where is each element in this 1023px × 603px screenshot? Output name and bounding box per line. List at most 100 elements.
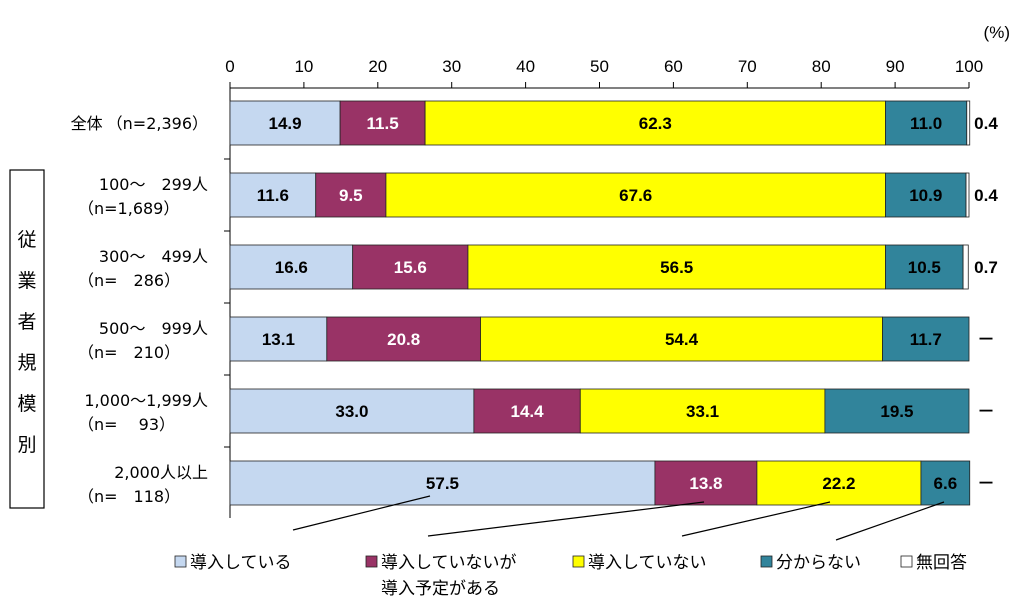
group-label-char: 者 [17, 311, 36, 333]
data-label: 14.4 [511, 402, 545, 421]
group-label-box [9, 169, 45, 509]
x-tick-label: 100 [955, 57, 983, 76]
bar-segment [352, 244, 469, 290]
x-tick-label: 80 [812, 57, 831, 76]
legend-swatch [760, 555, 773, 568]
x-tick-label: 20 [368, 57, 387, 76]
bar-segment [229, 316, 328, 362]
category-label-n: （n=1,689） [78, 199, 179, 218]
category-label-main: 2,000人以上 [114, 463, 208, 482]
bar-segment [229, 100, 341, 146]
legend-swatch [365, 555, 378, 568]
bar-segment [966, 100, 971, 146]
legend-swatch [174, 555, 187, 568]
bar-segment [229, 388, 475, 434]
group-label-char: 従 [17, 229, 36, 251]
group-label-text: 従業者規模別 [17, 229, 36, 456]
x-tick-label: 90 [886, 57, 905, 76]
legend-label: 導入している [190, 553, 292, 573]
x-axis: 0 10 20 30 40 50 60 70 80 90 100 [224, 57, 983, 518]
bar-segment [654, 460, 758, 506]
x-tick-label: 60 [664, 57, 683, 76]
data-label: 20.8 [387, 330, 420, 349]
bar-segment [965, 172, 970, 218]
bar-segment [579, 388, 826, 434]
bar-segment [467, 244, 886, 290]
data-label: 11.7 [910, 330, 942, 349]
bar-segment [824, 388, 970, 434]
bars: 14.9 11.5 62.3 11.0 0.4 11.6 9.5 67.6 10.9 0.4 16.… [229, 100, 998, 506]
bar-segment [229, 244, 354, 290]
data-label: － [978, 402, 995, 421]
category-label-main: 1,000～1,999人 [84, 391, 208, 410]
data-label: 67.6 [619, 186, 652, 205]
bar-segment [885, 100, 968, 146]
legend-leader-line [427, 501, 705, 537]
data-label: 0.4 [974, 114, 998, 133]
legend-label: 分からない [776, 553, 861, 573]
category-label-main: 500～ 999人 [99, 319, 208, 338]
bar-segment [229, 172, 317, 218]
bar-segment [339, 100, 426, 146]
legend-label: 導入していない [588, 553, 707, 573]
data-label: 15.6 [394, 258, 427, 277]
data-label: 9.5 [339, 186, 363, 205]
data-label: 54.4 [665, 330, 699, 349]
data-label: 13.1 [262, 330, 295, 349]
data-label: 57.5 [426, 474, 459, 493]
legend-leader-line [292, 495, 431, 531]
data-label: 11.6 [257, 186, 289, 205]
legend-swatch [900, 555, 913, 568]
data-label: 13.8 [689, 474, 722, 493]
bar-segment [229, 460, 656, 506]
group-label-char: 業 [17, 270, 36, 292]
x-tick-label: 0 [225, 57, 234, 76]
bar-segment [885, 244, 964, 290]
x-tick-label: 70 [738, 57, 757, 76]
bar-segment [882, 316, 970, 362]
data-label: 14.9 [269, 114, 302, 133]
bar-segment [385, 172, 886, 218]
data-label: 11.0 [910, 114, 942, 133]
category-label-n: （n= 93） [78, 415, 175, 434]
group-label-char: 別 [17, 434, 36, 456]
legend-leader-line [835, 501, 945, 541]
group-label-char: 模 [17, 393, 36, 415]
x-tick-label: 40 [516, 57, 535, 76]
bar-segment [962, 244, 969, 290]
legend-label: 無回答 [916, 553, 967, 573]
data-label: 33.0 [335, 402, 368, 421]
group-label-char: 規 [17, 352, 36, 374]
category-label-main: 300～ 499人 [99, 247, 208, 266]
data-label: 6.6 [934, 474, 958, 493]
category-label-main: 全体 [71, 114, 103, 133]
category-label-n: （n= 286） [78, 271, 180, 290]
data-label: 56.5 [660, 258, 693, 277]
data-label: 62.3 [639, 114, 672, 133]
category-label-n: （n= 118） [78, 487, 180, 506]
category-labels: 全体 （n=2,396） 100～ 299人 （n=1,689） 300～ 499人 （n… [71, 114, 208, 506]
data-label: 10.9 [909, 186, 942, 205]
category-label-n: （n= 210） [78, 343, 180, 362]
legend-leader-line [681, 501, 831, 537]
x-tick-label: 30 [442, 57, 461, 76]
data-label: 33.1 [686, 402, 719, 421]
data-label: 22.2 [822, 474, 855, 493]
unit-label: (%) [984, 23, 1010, 42]
bar-segment [424, 100, 886, 146]
data-label: 0.7 [974, 258, 998, 277]
bar-segment [920, 460, 971, 506]
bar-segment [480, 316, 883, 362]
group-label: 従業者規模別 [9, 169, 45, 509]
legend-swatch [572, 555, 585, 568]
legend-label-line2: 導入予定がある [381, 579, 500, 599]
data-label: － [978, 330, 995, 349]
data-label: － [978, 474, 995, 493]
data-label: 11.5 [367, 114, 399, 133]
legend-label: 導入していないが [381, 553, 517, 573]
category-label: 全体 （n=2,396） [71, 114, 208, 133]
data-label: 19.5 [880, 402, 913, 421]
data-label: 0.4 [974, 186, 998, 205]
